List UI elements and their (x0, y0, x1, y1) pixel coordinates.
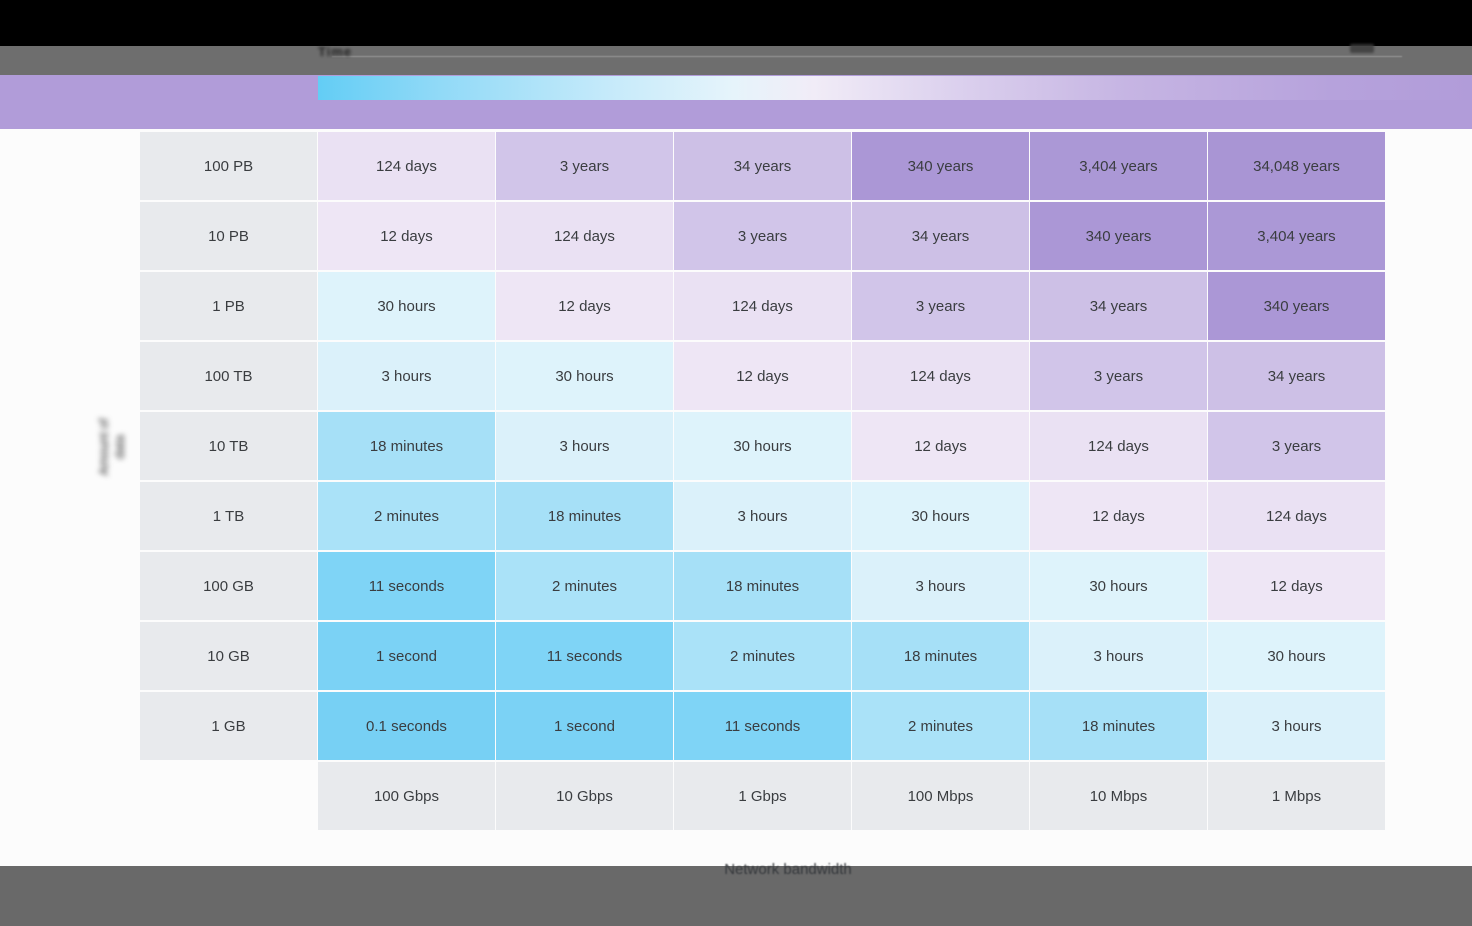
row-header: 1 TB (140, 482, 317, 550)
row-header: 100 PB (140, 132, 317, 200)
column-header: 10 Mbps (1030, 762, 1207, 830)
heatmap-cell: 12 days (1030, 482, 1207, 550)
heatmap-cell: 2 minutes (318, 482, 495, 550)
toolbar-divider (332, 56, 1402, 57)
heatmap-cell: 18 minutes (318, 412, 495, 480)
x-axis-label: Network bandwidth (724, 861, 852, 878)
heatmap-cell: 3 years (674, 202, 851, 270)
heatmap-cell: 30 hours (496, 342, 673, 410)
heatmap-cell: 30 hours (1208, 622, 1385, 690)
heatmap-cell: 30 hours (674, 412, 851, 480)
window-titlebar (0, 0, 1472, 46)
heatmap-cell: 3 hours (318, 342, 495, 410)
toolbar-label-blurred: Time (318, 44, 353, 59)
heatmap-cell: 3 hours (674, 482, 851, 550)
heatmap-cell: 12 days (674, 342, 851, 410)
heatmap-cell: 124 days (674, 272, 851, 340)
heatmap-cell: 0.1 seconds (318, 692, 495, 760)
heatmap-cell: 3,404 years (1030, 132, 1207, 200)
row-header: 1 PB (140, 272, 317, 340)
heatmap-cell: 2 minutes (852, 692, 1029, 760)
heatmap-cell: 3 years (852, 272, 1029, 340)
heatmap-cell: 11 seconds (318, 552, 495, 620)
heatmap-cell: 30 hours (1030, 552, 1207, 620)
heatmap-cell: 3 years (496, 132, 673, 200)
heatmap-cell: 124 days (1208, 482, 1385, 550)
heatmap-cell: 340 years (1030, 202, 1207, 270)
heatmap-cell: 30 hours (852, 482, 1029, 550)
column-header: 100 Gbps (318, 762, 495, 830)
heatmap-cell: 340 years (1208, 272, 1385, 340)
heatmap-cell: 12 days (1208, 552, 1385, 620)
row-header: 10 TB (140, 412, 317, 480)
heatmap-cell: 12 days (852, 412, 1029, 480)
row-header: 100 TB (140, 342, 317, 410)
grid-spacer (140, 762, 317, 830)
blurred-toolbar-icon[interactable] (1350, 44, 1374, 53)
heatmap-cell: 3 hours (852, 552, 1029, 620)
heatmap-cell: 34 years (674, 132, 851, 200)
heatmap-cell: 18 minutes (1030, 692, 1207, 760)
column-header: 1 Mbps (1208, 762, 1385, 830)
heatmap-cell: 3 years (1030, 342, 1207, 410)
column-header: 10 Gbps (496, 762, 673, 830)
heatmap-cell: 124 days (1030, 412, 1207, 480)
heatmap-cell: 18 minutes (674, 552, 851, 620)
heatmap-cell: 2 minutes (674, 622, 851, 690)
column-header: 100 Mbps (852, 762, 1029, 830)
y-axis-label-line2: data (113, 434, 127, 460)
footer-bar (0, 866, 1472, 926)
heatmap-cell: 18 minutes (496, 482, 673, 550)
heatmap-cell: 3,404 years (1208, 202, 1385, 270)
heatmap-cell: 11 seconds (496, 622, 673, 690)
heatmap-cell: 124 days (852, 342, 1029, 410)
heatmap-cell: 124 days (318, 132, 495, 200)
color-legend-gradient (318, 76, 1472, 100)
heatmap-cell: 3 hours (1208, 692, 1385, 760)
app-toolbar (0, 46, 1472, 75)
heatmap-grid: 100 PB 124 days 3 years 34 years 340 years 3,… (140, 132, 1385, 830)
row-header: 10 PB (140, 202, 317, 270)
heatmap-cell: 1 second (496, 692, 673, 760)
heatmap-cell: 3 years (1208, 412, 1385, 480)
row-header: 1 GB (140, 692, 317, 760)
heatmap-cell: 12 days (496, 272, 673, 340)
column-header: 1 Gbps (674, 762, 851, 830)
heatmap-cell: 30 hours (318, 272, 495, 340)
row-header: 100 GB (140, 552, 317, 620)
heatmap-cell: 3 hours (1030, 622, 1207, 690)
heatmap-cell: 11 seconds (674, 692, 851, 760)
heatmap-cell: 340 years (852, 132, 1029, 200)
heatmap-cell: 34 years (1208, 342, 1385, 410)
heatmap-cell: 124 days (496, 202, 673, 270)
heatmap-cell: 12 days (318, 202, 495, 270)
heatmap-cell: 34 years (1030, 272, 1207, 340)
row-header: 10 GB (140, 622, 317, 690)
heatmap-cell: 2 minutes (496, 552, 673, 620)
heatmap-cell: 18 minutes (852, 622, 1029, 690)
heatmap-cell: 34 years (852, 202, 1029, 270)
heatmap-cell: 3 hours (496, 412, 673, 480)
y-axis-label-line1: Amount of (97, 418, 111, 476)
y-axis-label-blurred: Amount of data (88, 399, 136, 495)
heatmap-cell: 1 second (318, 622, 495, 690)
heatmap-cell: 34,048 years (1208, 132, 1385, 200)
